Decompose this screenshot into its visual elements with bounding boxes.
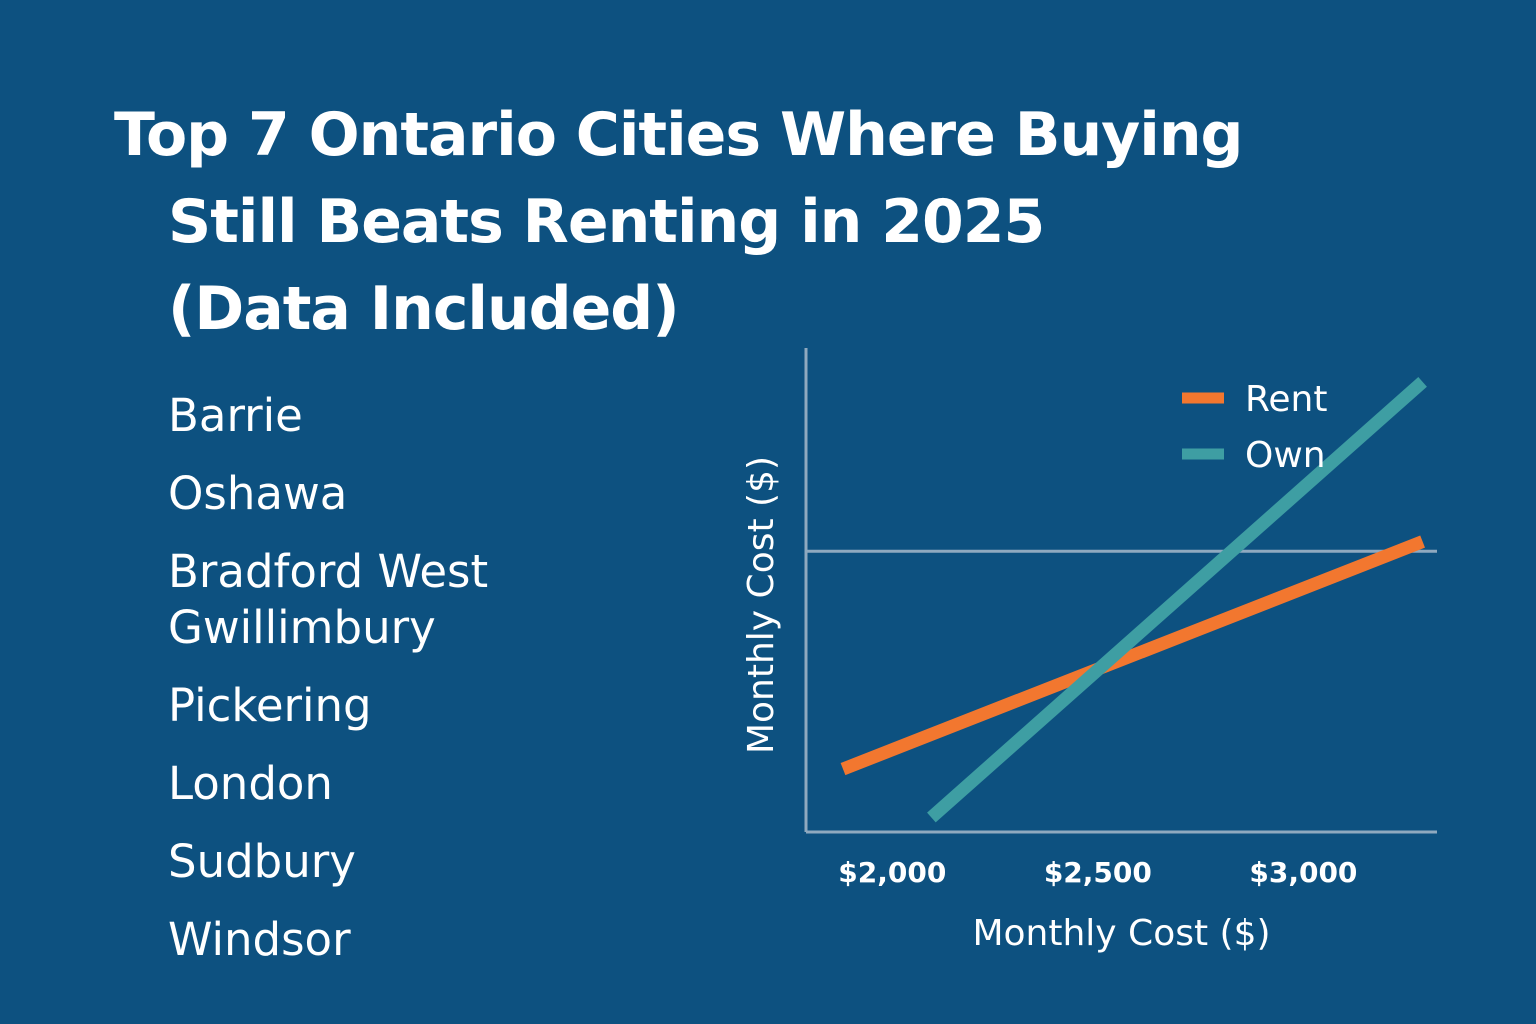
city-item: Barrie [168, 389, 303, 442]
city-item: Bradford West Gwillimbury [168, 545, 489, 654]
x-tick-label: $3,000 [1249, 856, 1357, 889]
series-line-rent [840, 535, 1425, 776]
series-line-own [927, 377, 1427, 823]
city-item: Windsor [168, 913, 351, 966]
title-line-2: Still Beats Renting in 2025 [168, 187, 1045, 257]
city-item: Pickering [168, 679, 372, 732]
x-tick-label: $2,500 [1044, 856, 1152, 889]
city-item: Sudbury [168, 835, 356, 888]
city-item: London [168, 757, 333, 810]
x-tick-label: $2,000 [838, 856, 946, 889]
legend-label-own: Own [1245, 435, 1326, 476]
page-title: Top 7 Ontario Cities Where Buying Still … [114, 92, 1374, 353]
title-line-3: (Data Included) [168, 274, 680, 344]
city-item: Oshawa [168, 467, 348, 520]
city-list: Barrie Oshawa Bradford West Gwillimbury … [168, 388, 688, 990]
cost-chart: $2,000 $2,500 $3,000 Monthly Cost ($) Monthl… [741, 348, 1437, 954]
title-line-1: Top 7 Ontario Cities Where Buying [114, 100, 1244, 170]
y-axis-title: Monthly Cost ($) [741, 456, 782, 754]
x-axis-title: Monthly Cost ($) [972, 913, 1270, 954]
legend-label-rent: Rent [1245, 379, 1327, 420]
